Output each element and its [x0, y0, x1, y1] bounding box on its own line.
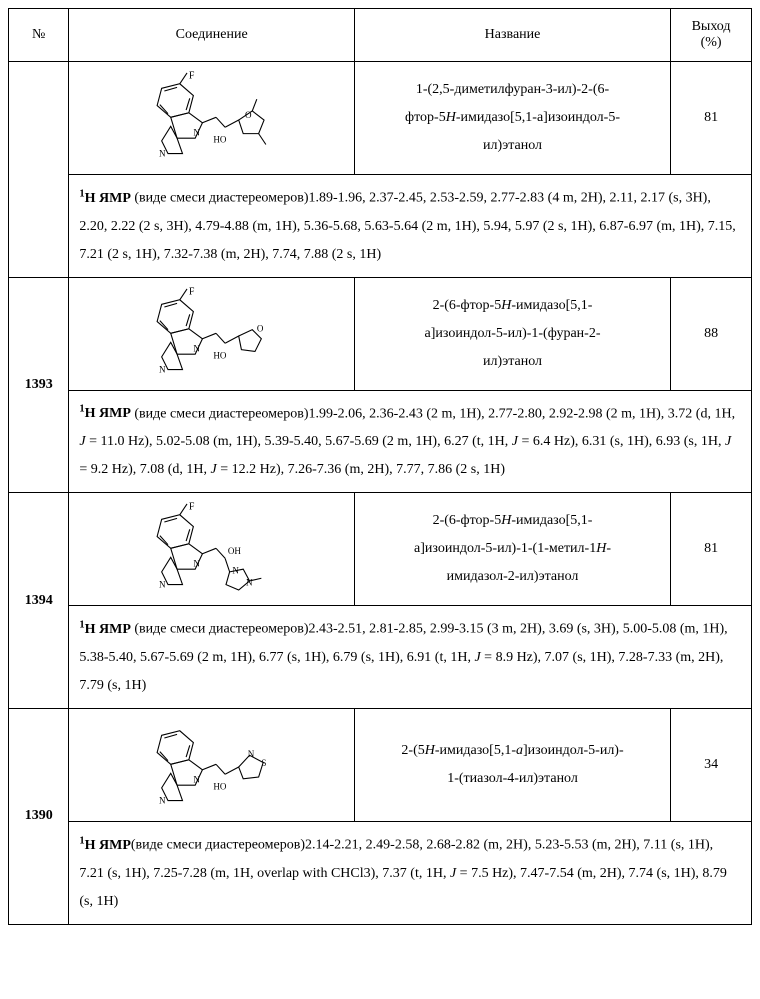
- structure-svg: F HO N N O: [139, 284, 284, 379]
- nmr-data: 1Н ЯМР (виде смеси диастереомеров)2.43-2…: [69, 606, 752, 709]
- compound-name: 1-(2,5-диметилфуран-3-ил)-2-(6- фтор-5H-…: [354, 62, 670, 175]
- structure-svg: F OH N N N N: [139, 499, 284, 594]
- nmr-row: 1Н ЯМР (виде смеси диастереомеров)1.99-2…: [9, 390, 752, 493]
- structure-cell: F HO N N O: [69, 62, 355, 175]
- compound-number: [9, 62, 69, 278]
- chemical-structure-icon: HO N N N S: [139, 715, 284, 810]
- svg-text:S: S: [261, 758, 266, 768]
- nmr-row: 1¹Н ЯМРН ЯМР (виде смеси диастереомеров)…: [9, 175, 752, 278]
- svg-text:N: N: [194, 127, 201, 137]
- structure-cell: F HO N N O: [69, 277, 355, 390]
- compound-row: F HO N N O 1-(2,5-диметилфуран-: [9, 62, 752, 175]
- header-row: № Соединение Название Выход (%): [9, 9, 752, 62]
- svg-text:N: N: [159, 148, 166, 158]
- compound-name: 2-(6-фтор-5H-имидазо[5,1- а]изоиндол-5-и…: [354, 277, 670, 390]
- svg-text:O: O: [257, 323, 264, 333]
- yield-value: 81: [671, 493, 752, 606]
- svg-text:O: O: [245, 110, 252, 120]
- nmr-data: 1Н ЯМР (виде смеси диастереомеров)1.99-2…: [69, 390, 752, 493]
- yield-unit: (%): [701, 35, 722, 50]
- yield-label: Выход: [692, 19, 731, 34]
- structure-cell: HO N N N S: [69, 708, 355, 821]
- compound-row: 1393 F HO: [9, 277, 752, 390]
- svg-text:N: N: [159, 795, 166, 805]
- chemical-structure-icon: F HO N N O: [139, 284, 284, 379]
- compound-name: 2-(5H-имидазо[5,1-a]изоиндол-5-ил)- 1-(т…: [354, 708, 670, 821]
- chemical-structure-icon: F HO N N O: [139, 68, 284, 163]
- svg-text:F: F: [189, 70, 195, 81]
- chemical-structure-icon: F OH N N N N: [139, 499, 284, 594]
- svg-text:OH: OH: [228, 546, 242, 556]
- svg-text:N: N: [194, 774, 201, 784]
- yield-value: 34: [671, 708, 752, 821]
- header-yield: Выход (%): [671, 9, 752, 62]
- compound-row: 1394 F OH: [9, 493, 752, 606]
- nmr-data: 1¹Н ЯМРН ЯМР (виде смеси диастереомеров)…: [69, 175, 752, 278]
- compound-number: 1394: [9, 493, 69, 709]
- svg-text:HO: HO: [213, 135, 227, 145]
- header-num: №: [9, 9, 69, 62]
- yield-value: 88: [671, 277, 752, 390]
- structure-svg: F HO N N O: [139, 68, 284, 163]
- svg-text:N: N: [232, 566, 239, 576]
- structure-svg: HO N N N S: [139, 715, 284, 810]
- svg-text:F: F: [189, 502, 195, 513]
- svg-text:N: N: [159, 364, 166, 374]
- structure-cell: F OH N N N N: [69, 493, 355, 606]
- compound-number: 1390: [9, 708, 69, 924]
- header-name: Название: [354, 9, 670, 62]
- nmr-data: 1Н ЯМР(виде смеси диастереомеров)2.14-2.…: [69, 821, 752, 924]
- svg-text:N: N: [194, 559, 201, 569]
- svg-text:N: N: [194, 343, 201, 353]
- compound-row: 1390 HO N: [9, 708, 752, 821]
- nmr-row: 1Н ЯМР (виде смеси диастереомеров)2.43-2…: [9, 606, 752, 709]
- compound-number: 1393: [9, 277, 69, 493]
- svg-text:HO: HO: [213, 782, 227, 792]
- yield-value: 81: [671, 62, 752, 175]
- svg-text:N: N: [248, 749, 255, 759]
- svg-text:N: N: [159, 580, 166, 590]
- compounds-table: № Соединение Название Выход (%): [8, 8, 752, 925]
- nmr-row: 1Н ЯМР(виде смеси диастереомеров)2.14-2.…: [9, 821, 752, 924]
- svg-text:HO: HO: [213, 350, 227, 360]
- header-compound: Соединение: [69, 9, 355, 62]
- svg-text:F: F: [189, 286, 195, 297]
- svg-text:N: N: [246, 578, 253, 588]
- compound-name: 2-(6-фтор-5H-имидазо[5,1- а]изоиндол-5-и…: [354, 493, 670, 606]
